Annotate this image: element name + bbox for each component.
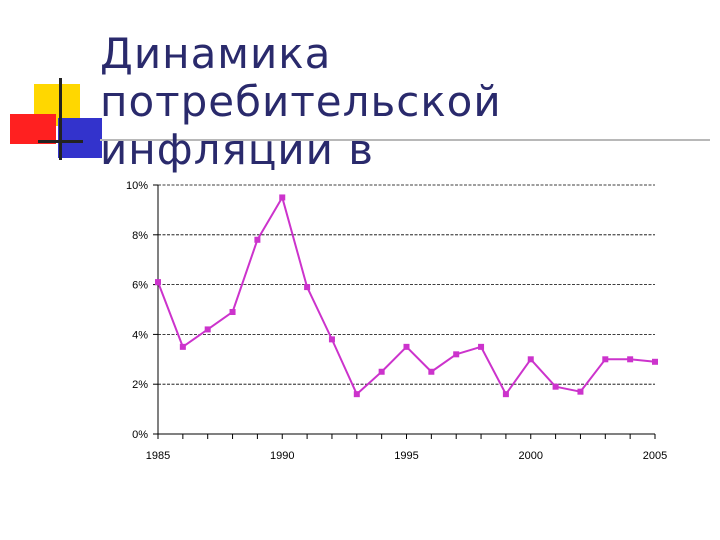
- x-tick-label: 1985: [146, 450, 170, 462]
- decor-vertical-bar: [59, 78, 62, 160]
- data-point-marker: [602, 356, 609, 363]
- y-tick-label: 4%: [132, 329, 148, 341]
- data-point-marker: [328, 336, 335, 343]
- title-underline: [100, 139, 710, 141]
- decor-red-square: [10, 114, 56, 144]
- y-tick-label: 8%: [132, 230, 148, 242]
- title-area: Динамика потребительской инфляции в: [100, 30, 700, 178]
- y-tick-label: 2%: [132, 379, 148, 391]
- decor-blue-square: [58, 118, 102, 158]
- y-tick-layer: 0% 2% 4% 6% 8% 10%: [126, 180, 158, 441]
- marker-layer: [155, 194, 658, 398]
- data-point-marker: [353, 391, 360, 398]
- y-tick-label: 10%: [126, 180, 148, 192]
- x-tick-label: 2005: [643, 450, 667, 462]
- x-tick-label: 2000: [519, 450, 543, 462]
- data-point-marker: [428, 368, 435, 375]
- data-point-marker: [652, 358, 658, 365]
- x-tick-label: 1995: [394, 450, 418, 462]
- series-line: [157, 196, 656, 396]
- data-point-marker: [229, 308, 236, 315]
- slide-title: Динамика потребительской инфляции в: [100, 30, 502, 174]
- data-point-marker: [378, 368, 385, 375]
- data-point-marker: [254, 236, 261, 243]
- data-point-marker: [304, 284, 311, 291]
- x-tick-layer: 1985 1990 1995 2000 2005: [146, 434, 667, 462]
- data-point-marker: [502, 391, 509, 398]
- data-point-marker: [577, 388, 584, 395]
- data-point-marker: [552, 383, 559, 390]
- y-tick-label: 0%: [132, 429, 148, 441]
- decor-horizontal-bar: [38, 140, 83, 143]
- data-point-marker: [453, 351, 460, 358]
- data-point-marker: [527, 356, 534, 363]
- data-point-marker: [478, 343, 485, 350]
- grid-layer: [158, 184, 655, 385]
- data-point-marker: [403, 343, 410, 350]
- data-point-marker: [204, 326, 211, 333]
- data-point-marker: [179, 343, 186, 350]
- x-tick-label: 1990: [270, 450, 294, 462]
- data-point-marker: [627, 356, 634, 363]
- y-tick-label: 6%: [132, 280, 148, 292]
- data-point-marker: [155, 279, 161, 286]
- data-point-marker: [279, 194, 286, 201]
